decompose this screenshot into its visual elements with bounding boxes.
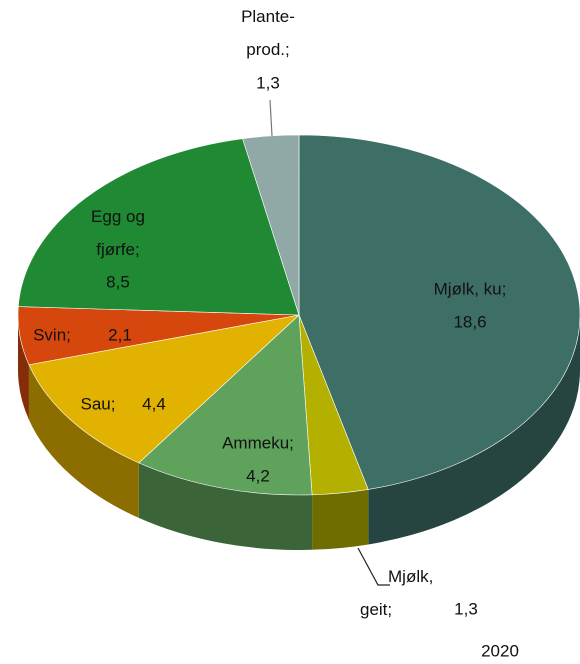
value-label: 8,5: [106, 272, 130, 291]
slice: [298, 134, 580, 490]
value-label: 4,4: [142, 394, 166, 413]
leader-line: [357, 547, 390, 586]
slice: [28, 314, 300, 464]
slice-side: [368, 315, 580, 545]
value-label: 4,2: [246, 466, 270, 485]
slice-label: Sau;: [81, 394, 116, 413]
leader-line: [269, 99, 273, 137]
value-label: 18,6: [453, 312, 486, 331]
slice-label: Ammeku;: [222, 433, 294, 452]
slice-label: Svin;: [33, 325, 71, 344]
slice-side: [312, 489, 369, 550]
annotation: 2020: [481, 641, 519, 660]
value-label: 1,3: [256, 73, 280, 92]
slice: [17, 138, 300, 316]
slice-label: Egg og fjørfe;: [91, 207, 145, 259]
slice-label: Plante-prod.;: [241, 7, 295, 59]
slice-label: Mjølk, ku;: [434, 279, 507, 298]
value-label: 2,1: [108, 325, 132, 344]
slice: [242, 134, 300, 316]
slice-side: [28, 364, 139, 518]
slice-side: [138, 462, 313, 550]
slice: [138, 314, 313, 496]
slice-label: Mjølk, geit;: [360, 567, 433, 619]
value-label: 1,3: [454, 599, 478, 618]
pie: [17, 134, 580, 550]
